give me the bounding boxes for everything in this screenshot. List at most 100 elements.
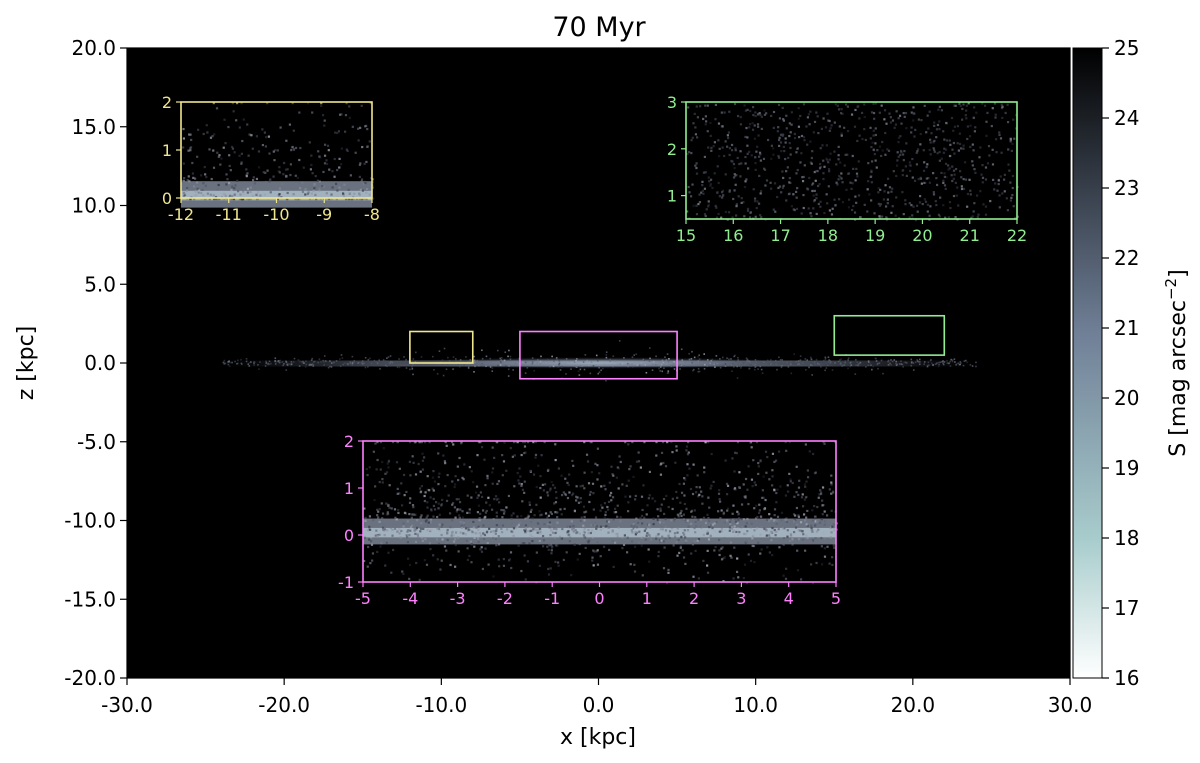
inset-pixel xyxy=(962,178,965,181)
disk-speckle xyxy=(277,360,280,362)
inset-pixel xyxy=(894,214,897,217)
disk-speckle xyxy=(314,360,316,363)
inset-pixel xyxy=(876,149,879,152)
inset-pixel xyxy=(751,485,754,488)
inset-pixel xyxy=(278,187,282,190)
inset-pixel xyxy=(651,497,654,500)
inset-pixel xyxy=(725,519,729,522)
inset-pixel xyxy=(884,184,887,187)
x-axis-label: x [kpc] xyxy=(560,725,636,750)
inset-pixel xyxy=(721,146,724,149)
inset-pixel xyxy=(454,516,457,519)
inset-y-tick-label: 0 xyxy=(162,189,172,208)
disk-speckle xyxy=(827,361,830,363)
inset-pixel xyxy=(720,191,724,194)
inset-pixel xyxy=(849,181,852,184)
inset-pixel xyxy=(950,116,954,120)
inset-pixel xyxy=(278,166,281,169)
inset-pixel xyxy=(935,203,938,207)
inset-pixel xyxy=(747,465,750,468)
inset-pixel xyxy=(294,198,297,201)
inset-pixel xyxy=(410,516,413,519)
inset-pixel xyxy=(222,146,225,149)
inset-pixel xyxy=(835,163,838,166)
disk-speckle xyxy=(499,364,502,366)
disk-speckle xyxy=(816,362,819,365)
inset-pixel xyxy=(382,522,385,526)
disk-speckle xyxy=(790,363,792,366)
inset-pixel xyxy=(803,164,806,167)
inset-pixel xyxy=(750,154,753,157)
inset-pixel xyxy=(512,534,515,537)
inset-pixel xyxy=(269,191,272,194)
disk-speckle xyxy=(627,365,629,368)
inset-pixel xyxy=(765,112,768,115)
inset-pixel xyxy=(749,526,752,529)
inset-pixel xyxy=(705,120,708,123)
disk-speckle xyxy=(354,361,356,364)
inset-pixel xyxy=(954,181,957,184)
inset-pixel xyxy=(737,533,740,536)
inset-pixel xyxy=(697,495,700,498)
disk-speckle xyxy=(390,360,392,363)
inset-pixel xyxy=(633,525,636,528)
disk-speckle xyxy=(662,361,665,364)
inset-pixel xyxy=(702,559,705,562)
inset-pixel xyxy=(814,471,817,474)
x-tick-label: -20.0 xyxy=(258,693,310,717)
inset-pixel xyxy=(636,521,640,524)
inset-pixel xyxy=(788,192,791,195)
inset-pixel xyxy=(419,530,422,533)
inset-pixel xyxy=(470,496,473,499)
inset-pixel xyxy=(246,187,249,190)
inset-pixel xyxy=(400,504,404,507)
inset-pixel xyxy=(962,187,966,190)
disk-speckle xyxy=(837,360,840,363)
inset-pixel xyxy=(296,198,299,201)
disk-speckle xyxy=(855,364,857,366)
disk-speckle xyxy=(576,358,578,360)
inset-pixel xyxy=(720,530,723,533)
inset-pixel xyxy=(694,126,697,129)
inset-pixel xyxy=(818,493,821,496)
inset-pixel xyxy=(189,149,192,152)
inset-pixel xyxy=(940,157,943,160)
inset-pixel xyxy=(781,170,784,173)
disk-speckle xyxy=(342,363,344,366)
inset-pixel xyxy=(726,509,729,512)
inset-pixel xyxy=(483,533,487,537)
disk-speckle xyxy=(928,364,930,366)
inset-pixel xyxy=(592,492,595,495)
inset-pixel xyxy=(922,169,926,172)
disk-speckle xyxy=(274,363,277,365)
disk-speckle xyxy=(349,361,352,364)
inset-pixel xyxy=(424,519,428,522)
disk-speckle xyxy=(472,362,475,365)
inset-pixel xyxy=(823,165,826,168)
disk-speckle xyxy=(844,360,847,362)
inset-pixel xyxy=(956,125,960,128)
inset-pixel xyxy=(739,123,743,126)
inset-pixel xyxy=(529,530,532,533)
inset-pixel xyxy=(655,535,658,538)
disk-speckle xyxy=(405,367,408,369)
disk-speckle xyxy=(942,363,945,366)
inset-pixel xyxy=(515,441,518,444)
inset-pixel xyxy=(828,158,831,161)
disk-speckle xyxy=(286,364,289,366)
inset-pixel xyxy=(828,170,831,173)
inset-pixel xyxy=(777,450,781,453)
inset-pixel xyxy=(818,521,822,524)
inset-pixel xyxy=(557,564,560,567)
disk-speckle xyxy=(629,363,631,366)
inset-pixel xyxy=(591,536,594,539)
inset-pixel xyxy=(376,441,379,444)
x-axis-ticks: -30.0 -20.0 -10.0 0.0 10.0 20.0 30.0 xyxy=(101,678,1092,717)
inset-pixel xyxy=(393,527,397,530)
disk-speckle xyxy=(363,362,365,365)
inset-pixel xyxy=(813,515,817,518)
inset-pixel xyxy=(707,146,710,149)
inset-pixel xyxy=(252,176,255,179)
inset-pixel xyxy=(566,525,569,528)
inset-pixel xyxy=(553,527,556,530)
